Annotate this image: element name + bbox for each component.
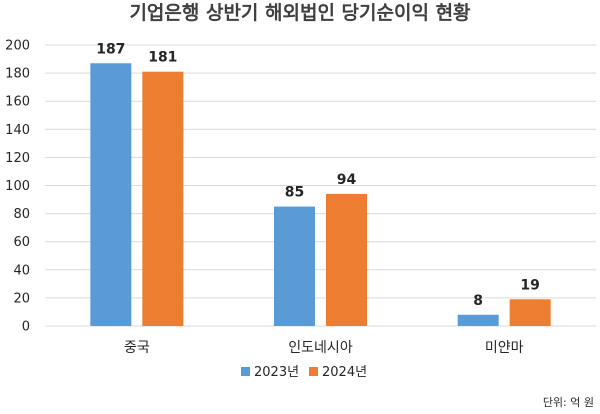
x-category-label: 인도네시아 <box>288 340 353 356</box>
y-tick-label: 100 <box>5 179 30 194</box>
legend-swatch <box>309 367 318 376</box>
y-tick-label: 120 <box>5 151 30 166</box>
bar <box>142 71 184 326</box>
data-label: 8 <box>473 293 483 309</box>
data-label: 19 <box>520 277 539 293</box>
data-label: 94 <box>337 172 357 188</box>
x-category-label: 미얀마 <box>485 340 524 356</box>
y-tick-label: 160 <box>5 95 30 110</box>
chart-title: 기업은행 상반기 해외법인 당기순이익 현황 <box>129 1 471 24</box>
bar <box>90 63 132 326</box>
bars <box>90 63 551 326</box>
x-axis-categories: 중국 인도네시아 미얀마 <box>124 340 524 356</box>
x-category-label: 중국 <box>124 340 150 356</box>
bar <box>326 193 367 326</box>
y-tick-label: 0 <box>22 320 30 335</box>
y-tick-label: 140 <box>5 123 30 138</box>
y-tick-label: 200 <box>5 39 30 54</box>
y-tick-label: 40 <box>13 263 30 278</box>
y-tick-label: 180 <box>5 67 30 82</box>
y-tick-label: 60 <box>13 235 30 250</box>
gridlines <box>45 44 596 327</box>
data-label: 187 <box>96 41 125 57</box>
bar <box>457 314 499 326</box>
legend-label: 2023년 <box>254 365 299 380</box>
legend-swatch <box>241 367 250 376</box>
legend-label: 2024년 <box>322 365 367 380</box>
data-label: 85 <box>285 185 304 201</box>
data-labels: 187 181 85 94 8 19 <box>96 41 540 308</box>
y-tick-label: 80 <box>13 207 30 222</box>
y-axis-ticks: 0 20 40 60 80 100 120 140 160 180 200 <box>5 39 30 335</box>
unit-note: 단위: 억 원 <box>543 396 594 409</box>
bar <box>274 206 315 326</box>
data-label: 181 <box>148 50 177 66</box>
legend: 2023년 2024년 <box>241 365 367 380</box>
bar <box>509 299 551 326</box>
y-tick-label: 20 <box>13 291 30 306</box>
